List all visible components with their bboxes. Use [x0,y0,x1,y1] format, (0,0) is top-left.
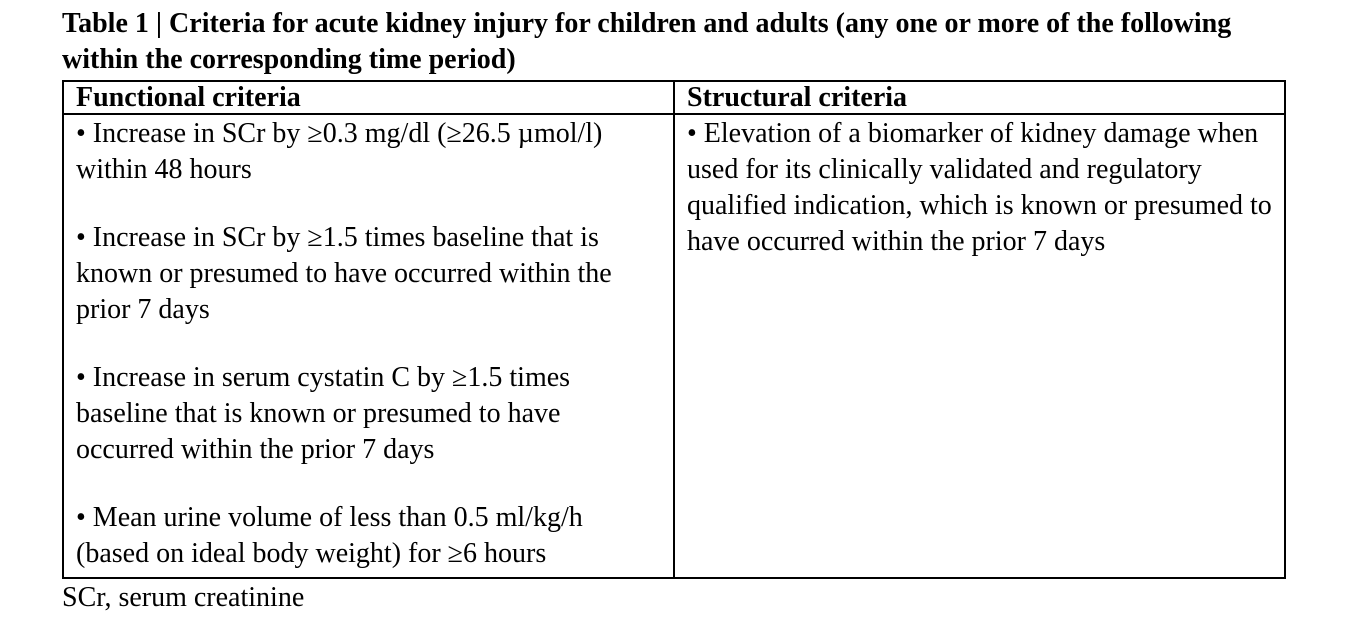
criterion-mean-urine-volume: • Mean urine volume of less than 0.5 ml/… [76,502,583,569]
column-header-structural-criteria: Structural criteria [673,80,1286,115]
body-row: • Increase in SCr by ≥0.3 mg/dl (≥26.5 µ… [62,113,1286,579]
criterion-scr-relative-increase: • Increase in SCr by ≥1.5 times baseline… [76,222,612,325]
criteria-table: Functional criteria Structural criteria … [62,80,1286,579]
footnote-abbreviation: SCr, serum creatinine [62,582,305,613]
criterion-serum-cystatin-c: • Increase in serum cystatin C by ≥1.5 t… [76,362,571,465]
header-row: Functional criteria Structural criteria [62,80,1286,115]
criterion-scr-absolute-increase: • Increase in SCr by ≥0.3 mg/dl (≥26.5 µ… [76,118,603,185]
structural-criteria-cell: • Elevation of a biomarker of kidney dam… [673,113,1286,579]
functional-criteria-cell: • Increase in SCr by ≥0.3 mg/dl (≥26.5 µ… [62,113,675,579]
table-title: Table 1 | Criteria for acute kidney inju… [62,8,1232,75]
criterion-biomarker-elevation: • Elevation of a biomarker of kidney dam… [687,118,1272,257]
column-header-functional-criteria: Functional criteria [62,80,675,115]
